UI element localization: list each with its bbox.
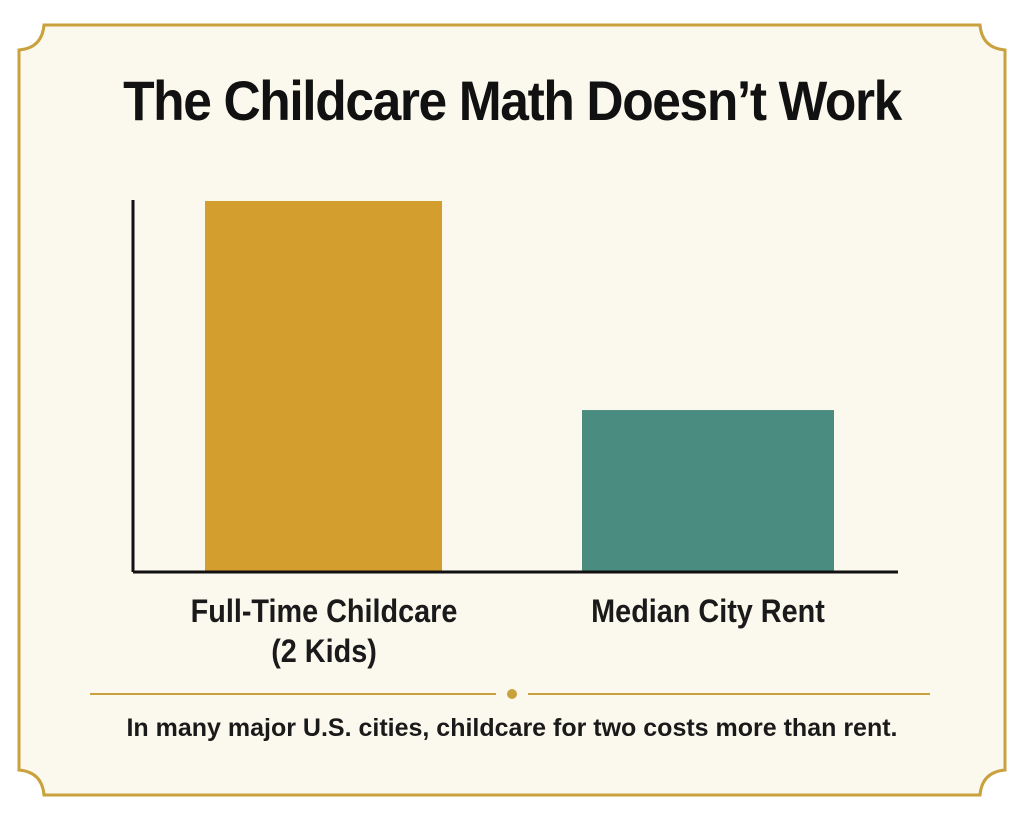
bars-group: [205, 201, 834, 571]
bar-median-city-rent: [582, 410, 834, 571]
x-tick-label-childcare: Full-Time Childcare (2 Kids): [190, 593, 457, 669]
divider-dot: [507, 689, 517, 699]
x-tick-label-rent: Median City Rent: [591, 593, 825, 629]
chart-title: The Childcare Math Doesn’t Work: [123, 69, 902, 132]
bar-full-time-childcare: [205, 201, 442, 571]
chart-caption: In many major U.S. cities, childcare for…: [126, 714, 898, 742]
